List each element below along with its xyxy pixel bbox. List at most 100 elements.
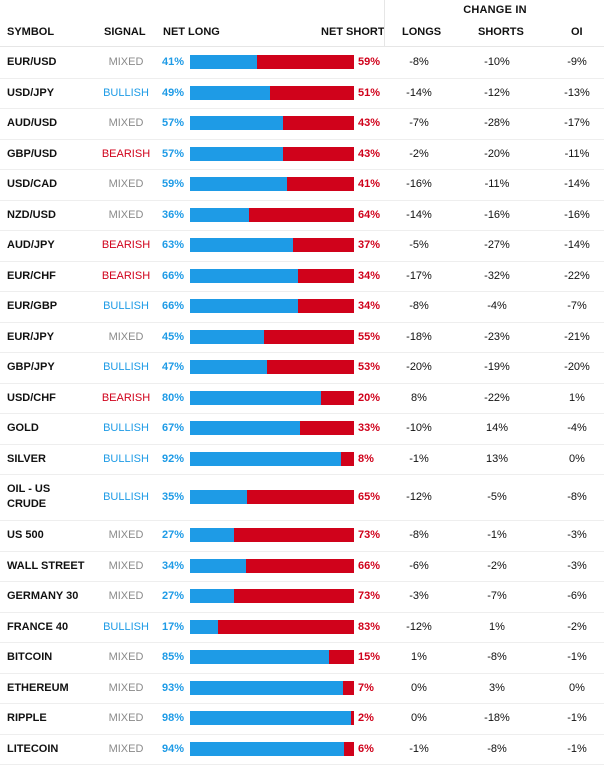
symbol-cell[interactable]: LITECOIN <box>7 742 59 755</box>
table-row[interactable]: BITCOIN MIXED 85% 15% 1% -8% -1% <box>0 642 604 674</box>
symbol-cell[interactable]: USD/CHF <box>7 391 56 404</box>
sentiment-bar <box>190 390 354 405</box>
table-row[interactable]: RIPPLE MIXED 98% 2% 0% -18% -1% <box>0 703 604 735</box>
symbol-cell[interactable]: OIL - US CRUDE <box>7 482 50 512</box>
symbol-cell[interactable]: GBP/USD <box>7 147 58 160</box>
symbol-cell[interactable]: EUR/USD <box>7 56 57 68</box>
symbol-cell[interactable]: WALL STREET <box>7 559 85 572</box>
symbol-cell[interactable]: SILVER <box>7 452 46 465</box>
table-row[interactable]: NZD/USD MIXED 36% 64% -14% -16% -16% <box>0 200 604 231</box>
oi-change-value: -21% <box>564 330 590 343</box>
shorts-change-value: -1% <box>487 529 507 541</box>
symbol-cell[interactable]: AUD/USD <box>7 117 58 129</box>
sentiment-bar <box>190 329 354 344</box>
symbol-cell[interactable]: GOLD <box>7 422 39 434</box>
net-short-value: 83% <box>358 620 381 633</box>
symbol-cell[interactable]: USD/JPY <box>7 86 55 99</box>
signal-cell: BULLISH <box>103 620 149 633</box>
sentiment-bar <box>190 558 354 573</box>
table-row[interactable]: EUR/GBP BULLISH 66% 34% -8% -4% -7% <box>0 291 604 323</box>
column-header-signal[interactable]: SIGNAL <box>104 26 146 38</box>
symbol-cell[interactable]: EUR/JPY <box>7 330 55 343</box>
shorts-change-value: -8% <box>487 742 507 755</box>
signal-cell: BEARISH <box>101 239 151 251</box>
symbol-cell[interactable]: NZD/USD <box>7 208 56 221</box>
table-row[interactable]: LITECOIN MIXED 94% 6% -1% -8% -1% <box>0 734 604 765</box>
symbol-cell[interactable]: BITCOIN <box>7 651 53 663</box>
table-row[interactable]: US 500 MIXED 27% 73% -8% -1% -3% <box>0 520 604 552</box>
symbol-cell[interactable]: FRANCE 40 <box>7 620 69 633</box>
net-long-fill <box>190 528 235 542</box>
longs-change-value: -8% <box>409 56 429 68</box>
table-row[interactable]: USD/CHF BEARISH 80% 20% 8% -22% 1% <box>0 383 604 414</box>
shorts-change-value: 14% <box>485 422 509 434</box>
column-header-net-short[interactable]: NET SHORT <box>321 26 385 38</box>
column-header-oi[interactable]: OI <box>571 26 583 38</box>
net-short-value: 43% <box>358 147 381 160</box>
longs-change-value: -2% <box>409 147 429 160</box>
table-row[interactable]: AUD/USD MIXED 57% 43% -7% -28% -17% <box>0 108 604 140</box>
symbol-cell[interactable]: EUR/GBP <box>7 300 58 312</box>
table-row[interactable]: GERMANY 30 MIXED 27% 73% -3% -7% -6% <box>0 581 604 613</box>
symbol-cell[interactable]: GBP/JPY <box>7 361 55 373</box>
sentiment-bar <box>190 268 354 283</box>
table-row[interactable]: OIL - US CRUDE BULLISH 35% 65% -12% -5% -8% <box>0 474 604 521</box>
net-short-value: 66% <box>358 559 381 572</box>
table-row[interactable]: SILVER BULLISH 92% 8% -1% 13% 0% <box>0 444 604 475</box>
oi-change-value: -8% <box>567 491 587 503</box>
signal-cell: BULLISH <box>103 452 149 465</box>
sentiment-bar <box>190 85 354 100</box>
change-in-label: CHANGE IN <box>463 4 527 16</box>
sentiment-bar <box>190 490 354 504</box>
symbol-cell[interactable]: AUD/JPY <box>7 239 55 251</box>
table-row[interactable]: EUR/USD MIXED 41% 59% -8% -10% -9% <box>0 47 604 79</box>
symbol-line: OIL - US <box>7 483 51 495</box>
oi-change-value: -13% <box>564 86 590 99</box>
sentiment-bar <box>190 619 354 634</box>
table-row[interactable]: GBP/USD BEARISH 57% 43% -2% -20% -11% <box>0 139 604 170</box>
table-row[interactable]: EUR/CHF BEARISH 66% 34% -17% -32% -22% <box>0 261 604 292</box>
table-row[interactable]: GBP/JPY BULLISH 47% 53% -20% -19% -20% <box>0 352 604 384</box>
net-long-value: 45% <box>162 330 185 343</box>
longs-change-value: 1% <box>411 651 427 663</box>
column-header-longs[interactable]: LONGS <box>402 26 442 38</box>
symbol-cell[interactable]: USD/CAD <box>7 178 58 190</box>
net-long-value: 66% <box>162 269 185 282</box>
column-header-symbol[interactable]: SYMBOL <box>7 26 55 38</box>
symbol-cell[interactable]: GERMANY 30 <box>7 590 79 602</box>
symbol-cell[interactable]: US 500 <box>7 529 44 541</box>
table-row[interactable]: USD/CAD MIXED 59% 41% -16% -11% -14% <box>0 169 604 201</box>
table-row[interactable]: FRANCE 40 BULLISH 17% 83% -12% 1% -2% <box>0 612 604 643</box>
column-header-shorts[interactable]: SHORTS <box>478 26 524 38</box>
table-row[interactable]: GOLD BULLISH 67% 33% -10% 14% -4% <box>0 413 604 445</box>
longs-change-value: -7% <box>409 117 429 129</box>
shorts-change-value: 3% <box>489 681 505 694</box>
net-short-value: 20% <box>358 391 381 404</box>
net-short-value: 8% <box>358 452 374 465</box>
table-row[interactable]: WALL STREET MIXED 34% 66% -6% -2% -3% <box>0 551 604 582</box>
shorts-change-value: -20% <box>484 147 510 160</box>
shorts-change-value: -12% <box>484 86 510 99</box>
net-long-value: 63% <box>162 239 185 251</box>
net-long-fill <box>190 55 258 69</box>
symbol-cell[interactable]: ETHEREUM <box>7 681 69 694</box>
net-long-fill <box>190 589 235 603</box>
oi-change-value: -3% <box>567 559 587 572</box>
longs-change-value: -14% <box>406 86 432 99</box>
net-long-value: 57% <box>162 117 185 129</box>
net-short-value: 2% <box>358 712 374 724</box>
oi-change-value: -7% <box>567 300 587 312</box>
column-header-net-long[interactable]: NET LONG <box>163 26 220 38</box>
sentiment-bar <box>190 238 354 252</box>
longs-change-value: -6% <box>409 559 429 572</box>
symbol-cell[interactable]: RIPPLE <box>7 712 47 724</box>
table-row[interactable]: AUD/JPY BEARISH 63% 37% -5% -27% -14% <box>0 230 604 262</box>
table-row[interactable]: EUR/JPY MIXED 45% 55% -18% -23% -21% <box>0 322 604 353</box>
sentiment-bar <box>190 177 354 191</box>
table-row[interactable]: USD/JPY BULLISH 49% 51% -14% -12% -13% <box>0 78 604 109</box>
longs-change-value: 0% <box>411 712 427 724</box>
symbol-cell[interactable]: EUR/CHF <box>7 269 56 282</box>
table-row[interactable]: ETHEREUM MIXED 93% 7% 0% 3% 0% <box>0 673 604 704</box>
sentiment-bar <box>190 421 354 435</box>
